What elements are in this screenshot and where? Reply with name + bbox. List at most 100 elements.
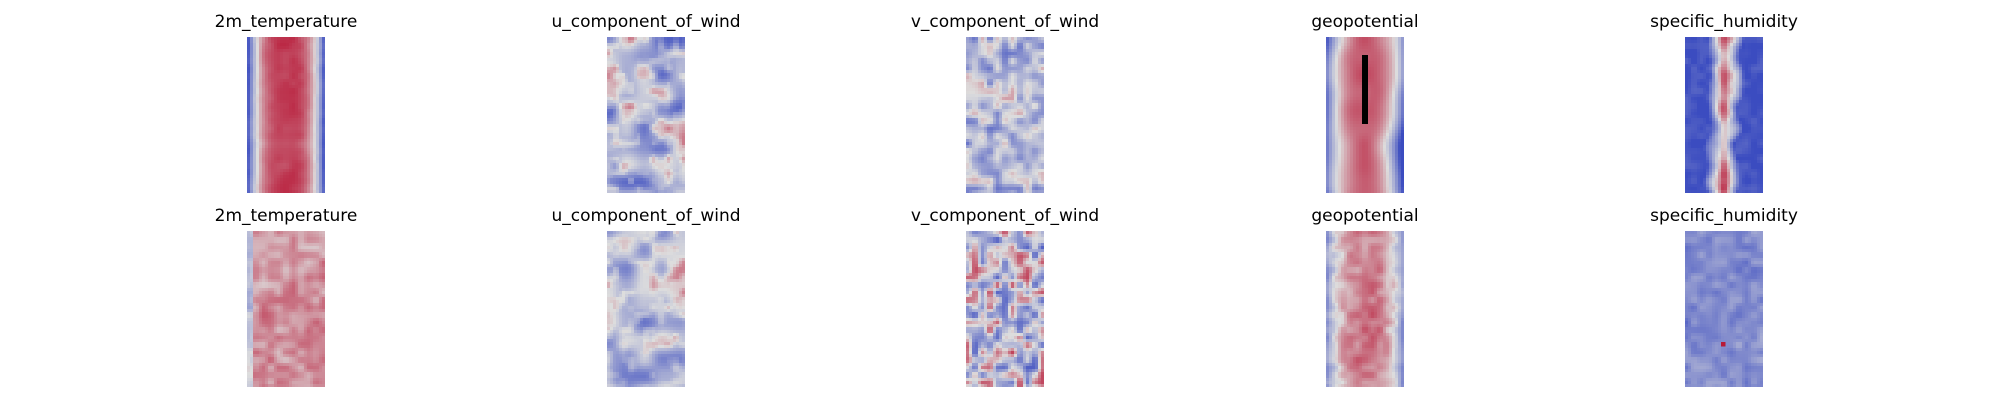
heatmap-cell (658, 151, 662, 155)
heatmap-cell (1386, 58, 1390, 62)
heatmap-cell (996, 58, 1000, 62)
heatmap-cell (286, 136, 290, 140)
heatmap-cell (978, 82, 982, 86)
heatmap-cell (1011, 139, 1015, 143)
heatmap-cell (1032, 76, 1036, 80)
heatmap-cell (280, 94, 284, 98)
heatmap-cell (247, 67, 251, 71)
heatmap-cell (613, 109, 617, 113)
heatmap-cell (253, 181, 257, 185)
heatmap-cell (265, 172, 269, 176)
heatmap-cell (652, 73, 656, 77)
heatmap-cell (625, 169, 629, 173)
panel-title: 2m_temperature (214, 12, 358, 32)
heatmap-cell (610, 112, 614, 116)
heatmap-cell (616, 94, 620, 98)
heatmap-cell (298, 166, 302, 170)
heatmap-cell (999, 178, 1003, 182)
heatmap-cell (1329, 82, 1333, 86)
heatmap-cell (1392, 100, 1396, 104)
heatmap-cell (319, 64, 323, 68)
heatmap-cell (679, 37, 683, 41)
heatmap-cell (999, 124, 1003, 128)
heatmap-cell (634, 79, 638, 83)
heatmap-cell (619, 82, 623, 86)
heatmap-cell (253, 49, 257, 53)
heatmap-cell (295, 49, 299, 53)
heatmap-cell (271, 151, 275, 155)
heatmap-cell (292, 73, 296, 77)
heatmap-cell (1374, 52, 1378, 56)
heatmap-cell (1335, 64, 1339, 68)
heatmap-cell (265, 61, 269, 65)
heatmap-cell (670, 130, 674, 134)
heatmap-cell (646, 43, 650, 47)
heatmap-cell (670, 124, 674, 128)
heatmap-cell (607, 37, 611, 41)
heatmap-cell (999, 79, 1003, 83)
heatmap-cell (1008, 178, 1012, 182)
heatmap-cell (247, 109, 251, 113)
heatmap-cell (1374, 142, 1378, 146)
heatmap-cell (295, 64, 299, 68)
heatmap-cell (679, 67, 683, 71)
heatmap-cell (1023, 76, 1027, 80)
heatmap-cell (319, 115, 323, 119)
heatmap-cell (610, 79, 614, 83)
heatmap-cell (625, 79, 629, 83)
heatmap-cell (661, 127, 665, 131)
heatmap-cell (616, 91, 620, 95)
heatmap-cell (1026, 133, 1030, 137)
heatmap-cell (283, 148, 287, 152)
heatmap-cell (679, 106, 683, 110)
heatmap-cell (634, 181, 638, 185)
heatmap-cell (1341, 73, 1345, 77)
heatmap-cell (610, 109, 614, 113)
heatmap-cell (990, 64, 994, 68)
heatmap-cell (972, 151, 976, 155)
heatmap-cell (295, 55, 299, 59)
heatmap-cell (1032, 145, 1036, 149)
heatmap-cell (1002, 82, 1006, 86)
heatmap-cell (637, 142, 641, 146)
heatmap-cell (652, 100, 656, 104)
heatmap-cell (1377, 70, 1381, 74)
heatmap-cell (316, 130, 320, 134)
heatmap-cell (975, 55, 979, 59)
heatmap-cell (1005, 85, 1009, 89)
heatmap-cell (640, 160, 644, 164)
heatmap-cell (298, 133, 302, 137)
heatmap-cell (265, 115, 269, 119)
heatmap-cell (640, 82, 644, 86)
heatmap-cell (319, 100, 323, 104)
heatmap-cell (1395, 139, 1399, 143)
heatmap-cell (322, 136, 325, 140)
heatmap-cell (610, 154, 614, 158)
heatmap-cell (682, 64, 685, 68)
heatmap-cell (613, 58, 617, 62)
heatmap-cell (1371, 67, 1375, 71)
heatmap-cell (259, 64, 263, 68)
heatmap-cell (301, 88, 305, 92)
heatmap-cell (1371, 127, 1375, 131)
heatmap-cell (253, 187, 257, 191)
heatmap-cell (1347, 127, 1351, 131)
heatmap-cell (1032, 118, 1036, 122)
heatmap-cell (1014, 103, 1018, 107)
heatmap-cell (277, 64, 281, 68)
heatmap-cell (295, 61, 299, 65)
heatmap-cell (301, 187, 305, 191)
heatmap-cell (619, 118, 623, 122)
heatmap-cell (1020, 55, 1024, 59)
heatmap-cell (667, 91, 671, 95)
heatmap-cell (643, 100, 647, 104)
heatmap-cell (673, 136, 677, 140)
heatmap-cell (286, 58, 290, 62)
heatmap-cell (277, 94, 281, 98)
heatmap-cell (1035, 94, 1039, 98)
heatmap-cell (981, 91, 985, 95)
heatmap-cell (607, 130, 611, 134)
heatmap-cell (676, 163, 680, 167)
heatmap-cell (316, 190, 320, 193)
heatmap-cell (1023, 70, 1027, 74)
